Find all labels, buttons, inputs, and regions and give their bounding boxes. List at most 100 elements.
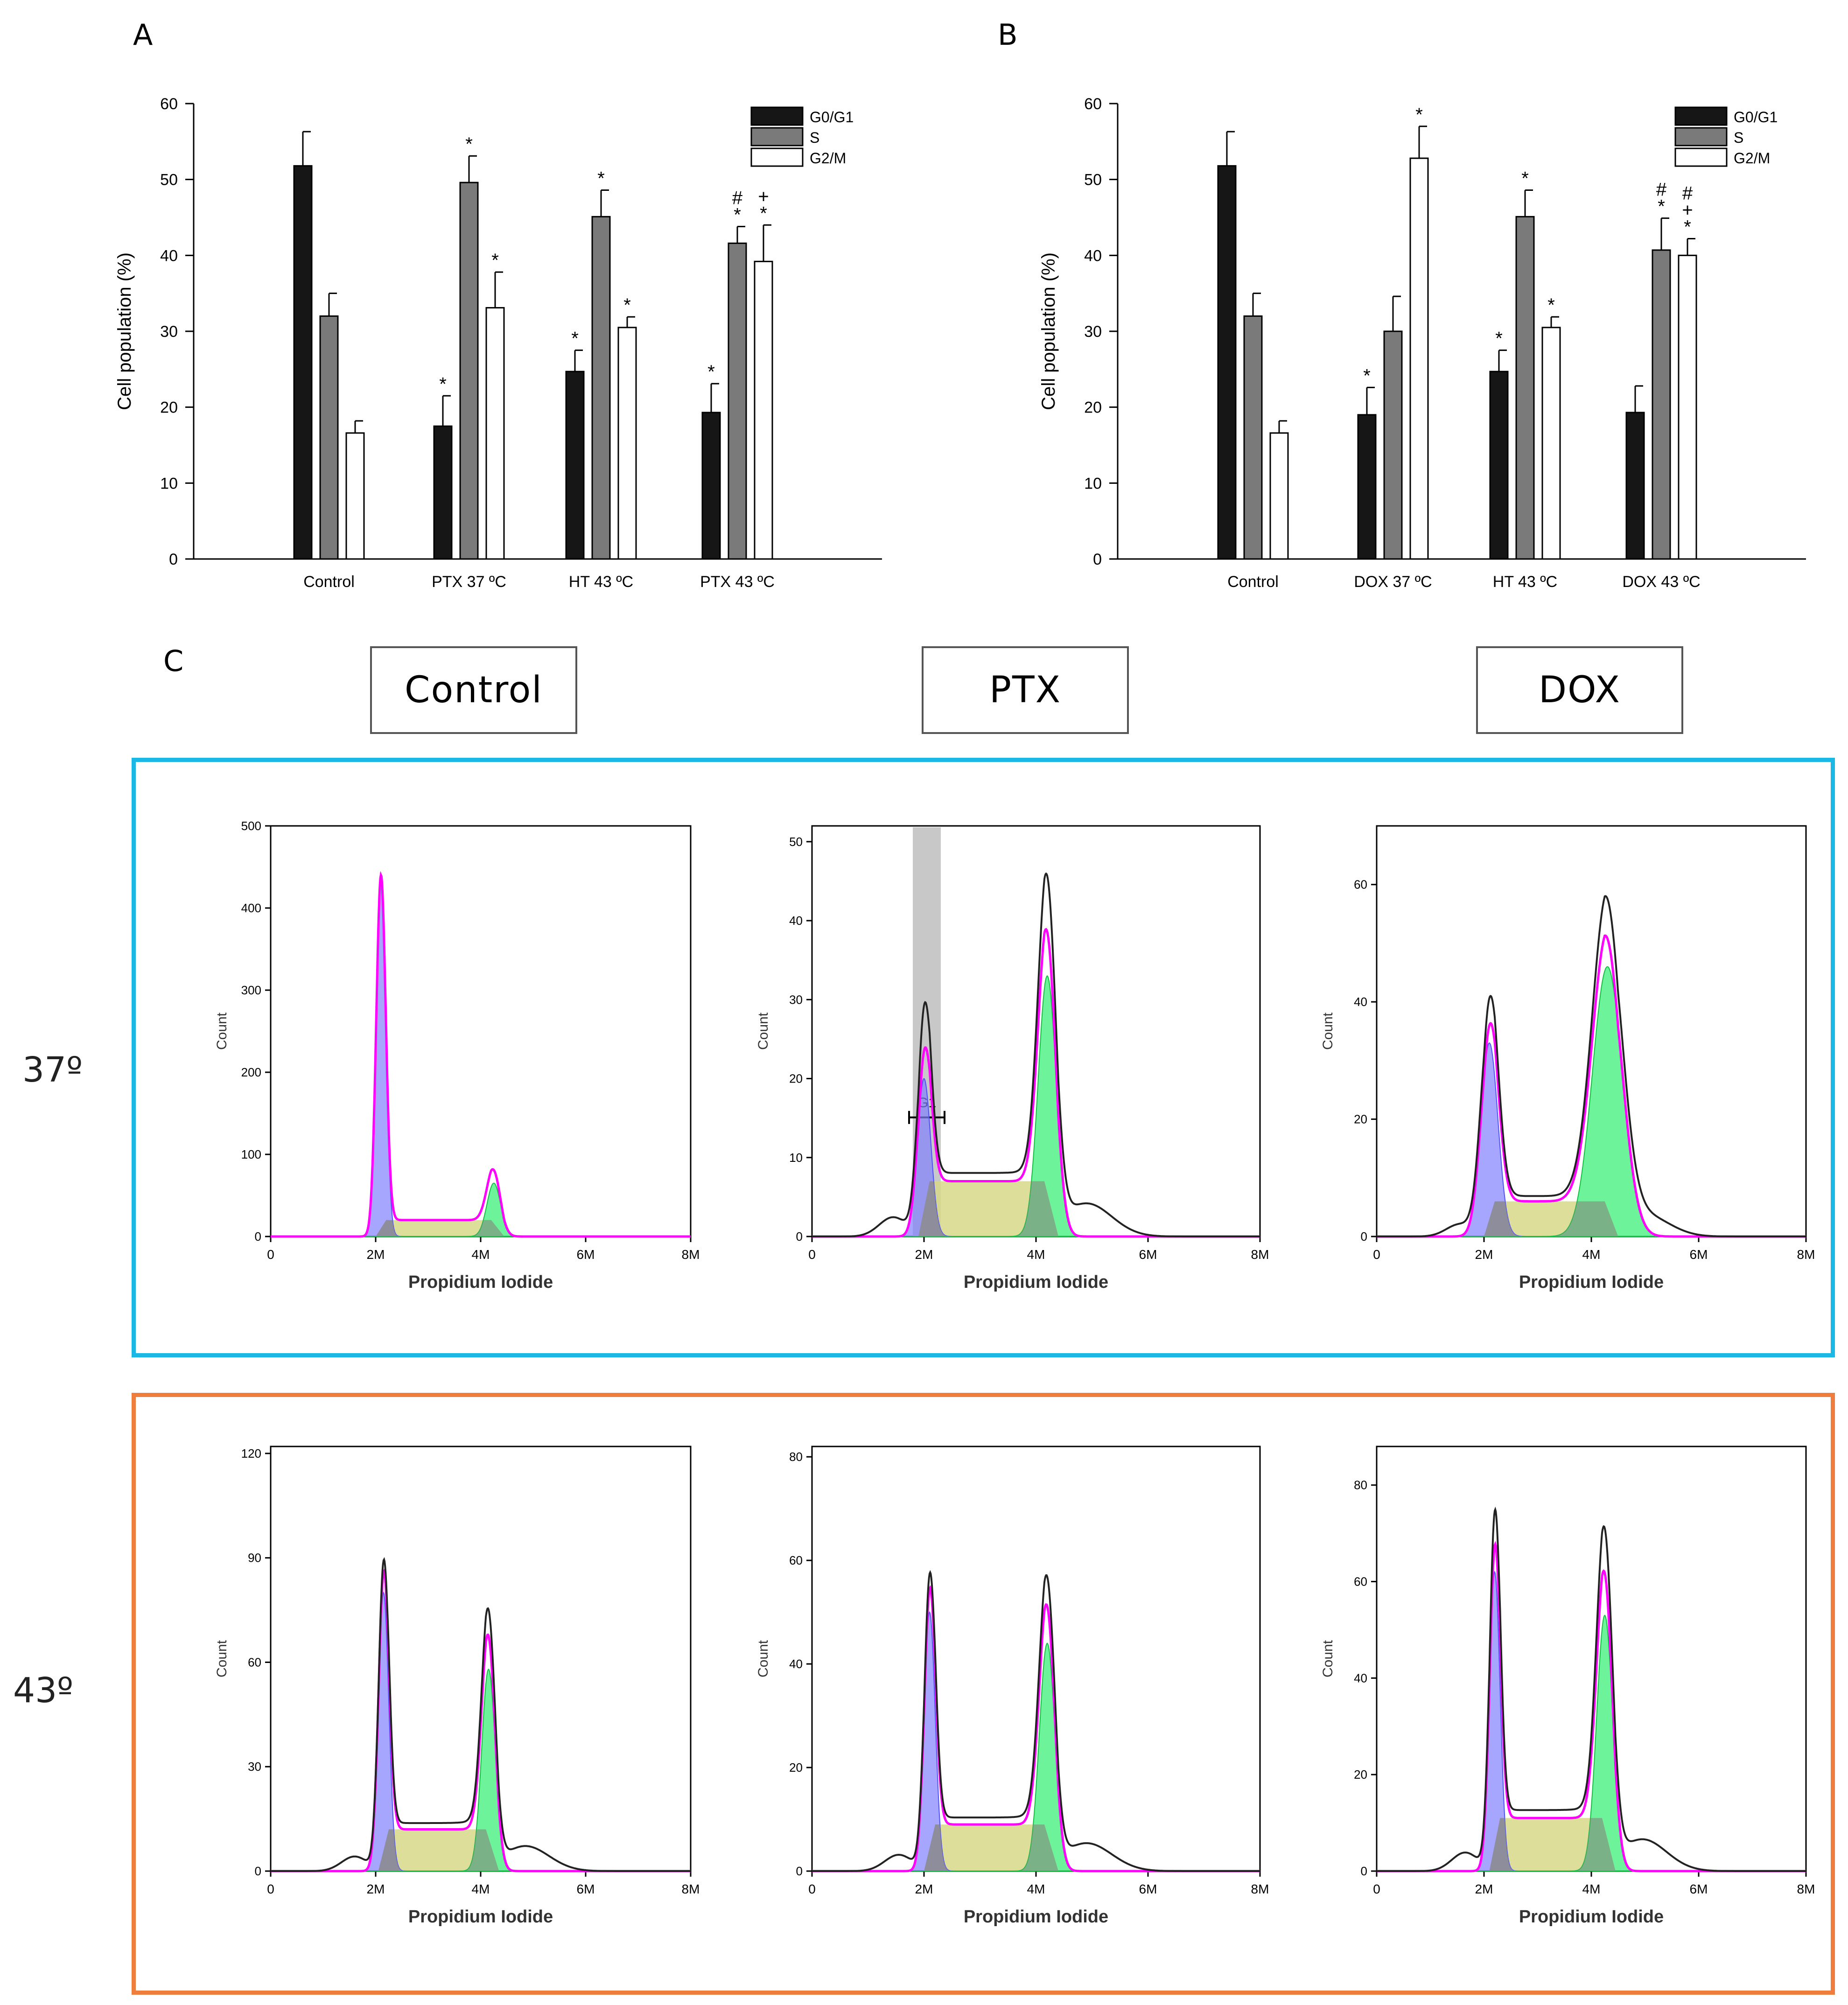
- y-tick-label: 0: [796, 1864, 803, 1878]
- overlap-area: [812, 1824, 1260, 1871]
- y-tick-label: 50: [1084, 171, 1102, 189]
- y-tick-label: 20: [160, 399, 178, 417]
- legend-label: G2/M: [810, 150, 846, 167]
- bar-s: [1243, 315, 1263, 560]
- x-tick-label: PTX 37 ºC: [432, 573, 506, 591]
- significance-mark: +: [1682, 200, 1693, 221]
- y-tick-label: 0: [1093, 551, 1102, 568]
- x-axis-label: Propidium Iodide: [964, 1272, 1108, 1292]
- y-tick-label: 0: [169, 551, 178, 568]
- bar-s: [319, 315, 339, 560]
- significance-mark: *: [1684, 217, 1691, 238]
- x-axis-label: Propidium Iodide: [408, 1272, 553, 1292]
- x-tick-label: 4M: [472, 1882, 490, 1896]
- y-axis-label: Cell population (%): [114, 252, 135, 410]
- overlap-area: [271, 1829, 691, 1871]
- significance-mark: *: [1415, 105, 1423, 125]
- x-tick-label: 8M: [1251, 1247, 1269, 1262]
- x-tick-label: 4M: [1027, 1247, 1045, 1262]
- y-tick-label: 10: [789, 1151, 803, 1165]
- y-axis-label: Count: [756, 1640, 771, 1677]
- y-axis-label: Count: [756, 1012, 771, 1050]
- x-tick-label: DOX 37 ºC: [1354, 573, 1432, 591]
- x-axis-label: Propidium Iodide: [408, 1907, 553, 1927]
- x-tick-label: 6M: [577, 1882, 595, 1896]
- y-axis-label: Cell population (%): [1038, 252, 1059, 410]
- bar-g2m: [1541, 327, 1561, 560]
- y-tick-label: 20: [789, 1072, 803, 1086]
- row-label-37: 37º: [22, 1050, 83, 1090]
- y-tick-label: 50: [160, 171, 178, 189]
- y-axis-label: Count: [214, 1640, 230, 1677]
- column-header-control: Control: [370, 646, 577, 734]
- frame-37: [132, 758, 1835, 1357]
- y-tick-label: 20: [1354, 1112, 1367, 1126]
- overlap-area: [1377, 1818, 1806, 1871]
- x-tick-label: 0: [808, 1247, 816, 1262]
- histogram-37-control: 0 100 200 300 400 500 0 2M 4M 6M 8M Propidium Iodid…: [214, 819, 700, 1292]
- y-tick-label: 40: [1354, 995, 1367, 1009]
- x-axis-label: Propidium Iodide: [964, 1907, 1108, 1927]
- y-tick-label: 60: [160, 95, 178, 113]
- x-tick-label: 6M: [1690, 1882, 1708, 1896]
- x-tick-label: 8M: [1251, 1882, 1269, 1896]
- model-fit-curve: [271, 871, 691, 1238]
- x-tick-label: 6M: [1139, 1882, 1157, 1896]
- significance-mark: *: [707, 362, 715, 382]
- histogram-trace: [812, 872, 1260, 1237]
- overlap-area: [1377, 1201, 1806, 1237]
- panel-letter-a: A: [133, 18, 153, 52]
- histogram-trace: [271, 1557, 691, 1872]
- y-axis-label: Count: [214, 1012, 230, 1050]
- x-tick-label: 4M: [1027, 1882, 1045, 1896]
- y-tick-label: 0: [255, 1230, 261, 1244]
- histogram-43-control: 0 30 60 90 120 0 2M 4M 6M 8M Propidium Iodide Count: [214, 1446, 700, 1927]
- histogram-43-dox: 0 20 40 60 80 0 2M 4M 6M 8M Propidium Iodide Count: [1320, 1446, 1815, 1927]
- significance-mark: *: [597, 168, 605, 189]
- x-tick-label: 8M: [1797, 1882, 1815, 1896]
- legend-label: S: [1734, 129, 1743, 146]
- bar-g2m: [1409, 157, 1429, 560]
- x-tick-label: DOX 43 ºC: [1622, 573, 1700, 591]
- significance-mark: *: [623, 295, 631, 315]
- significance-mark: *: [439, 374, 447, 394]
- y-tick-label: 50: [789, 835, 803, 849]
- x-tick-label: 0: [267, 1247, 274, 1262]
- x-tick-label: 2M: [367, 1882, 385, 1896]
- legend-label: G0/G1: [1734, 109, 1778, 126]
- x-tick-label: HT 43 ºC: [569, 573, 633, 591]
- y-tick-label: 100: [241, 1147, 261, 1161]
- x-tick-label: 6M: [1139, 1247, 1157, 1262]
- bar-g0g1: [1625, 412, 1645, 560]
- histogram-trace: [812, 1570, 1260, 1872]
- significance-mark: *: [760, 203, 767, 224]
- y-tick-label: 300: [241, 983, 261, 997]
- x-tick-label: 4M: [472, 1247, 490, 1262]
- y-tick-label: 80: [789, 1450, 803, 1464]
- overlap-area: [271, 1220, 691, 1237]
- x-tick-label: 4M: [1582, 1247, 1601, 1262]
- bar-g2m: [617, 327, 637, 560]
- bar-g0g1: [565, 370, 585, 560]
- bar-s: [1515, 216, 1535, 560]
- column-header-ptx: PTX: [922, 646, 1129, 734]
- column-header-dox: DOX: [1476, 646, 1683, 734]
- bar-s: [459, 182, 479, 560]
- x-tick-label: Control: [1227, 573, 1279, 591]
- bar-g2m: [1269, 432, 1289, 560]
- legend-label: G2/M: [1734, 150, 1770, 167]
- y-tick-label: 200: [241, 1065, 261, 1079]
- y-tick-label: 60: [1354, 878, 1367, 892]
- histogram-trace: [1377, 895, 1806, 1237]
- significance-mark: *: [1547, 295, 1555, 315]
- x-tick-label: 2M: [1475, 1247, 1493, 1262]
- legend-swatch: [1674, 127, 1728, 147]
- significance-mark: *: [734, 205, 741, 225]
- histogram-43-ptx: 0 20 40 60 80 0 2M 4M 6M 8M Propidium Iodide Count: [756, 1446, 1269, 1927]
- significance-mark: +: [758, 186, 769, 207]
- y-tick-label: 40: [160, 247, 178, 265]
- x-tick-label: 0: [808, 1882, 816, 1896]
- legend-swatch: [1674, 147, 1728, 167]
- y-tick-label: 40: [789, 1657, 803, 1671]
- significance-mark: *: [491, 250, 499, 271]
